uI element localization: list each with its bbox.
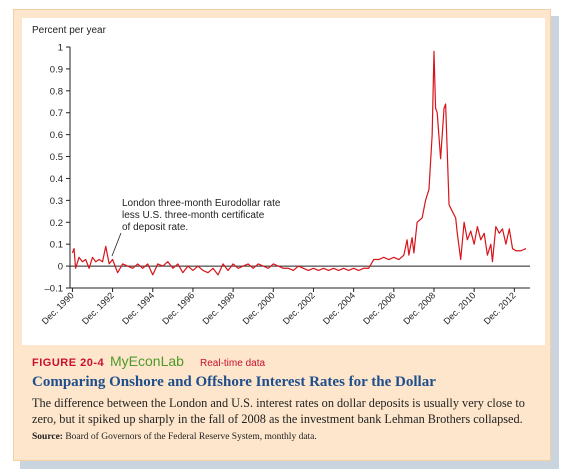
x-tick-label: Dec. 2006: [361, 290, 397, 326]
x-tick-label: Dec. 2010: [441, 290, 477, 326]
y-tick-label: 0.3: [50, 196, 63, 207]
tag: Real-time data: [200, 358, 266, 369]
y-tick-label: 0.9: [50, 64, 63, 75]
x-tick-label: Dec. 2000: [241, 290, 277, 326]
y-tick-label: 0.2: [50, 218, 63, 229]
series-line: [71, 50, 527, 276]
y-tick-label: 0.6: [50, 130, 63, 141]
y-tick-label: –0.1: [45, 284, 64, 295]
annotation-pointer: [111, 232, 122, 257]
figure-title: Comparing Onshore and Offshore Interest …: [32, 374, 436, 390]
x-tick-label: Dec. 1994: [120, 290, 156, 326]
x-tick-label: Dec. 1990: [40, 290, 76, 326]
figure-number: FIGURE 20-4: [32, 357, 105, 369]
x-tick-label: Dec. 1992: [80, 290, 116, 326]
annotation: London three-month Eurodollar rate: [122, 198, 281, 209]
y-tick-label: 0.7: [50, 108, 63, 119]
y-tick-label: 0.4: [50, 174, 63, 185]
y-tick-label: 0: [58, 262, 63, 273]
x-tick-label: Dec. 1996: [160, 290, 196, 326]
x-tick-label: Dec. 2002: [281, 290, 317, 326]
x-tick-label: Dec. 2004: [321, 290, 357, 326]
x-tick-label: Dec. 2008: [401, 290, 437, 326]
x-tick-label: Dec. 1998: [200, 290, 236, 326]
figure-description: The difference between the London and U.…: [32, 396, 525, 426]
annotation: of deposit rate.: [122, 222, 188, 233]
source-text: Board of Governors of the Federal Reserv…: [65, 432, 317, 442]
source-label: Source:: [32, 432, 63, 442]
x-tick-label: Dec. 2012: [482, 290, 518, 326]
y-tick-label: 1: [58, 43, 63, 54]
brand: MyEconLab: [110, 353, 184, 369]
annotation: less U.S. three-month certificate: [122, 210, 265, 221]
y-axis-label: Percent per year: [32, 25, 107, 36]
y-tick-label: 0.5: [50, 152, 63, 163]
figure-source: Source: Board of Governors of the Federa…: [32, 432, 317, 442]
plot-panel: [22, 18, 545, 345]
y-tick-label: 0.8: [50, 86, 63, 97]
y-tick-label: 0.1: [50, 240, 63, 251]
